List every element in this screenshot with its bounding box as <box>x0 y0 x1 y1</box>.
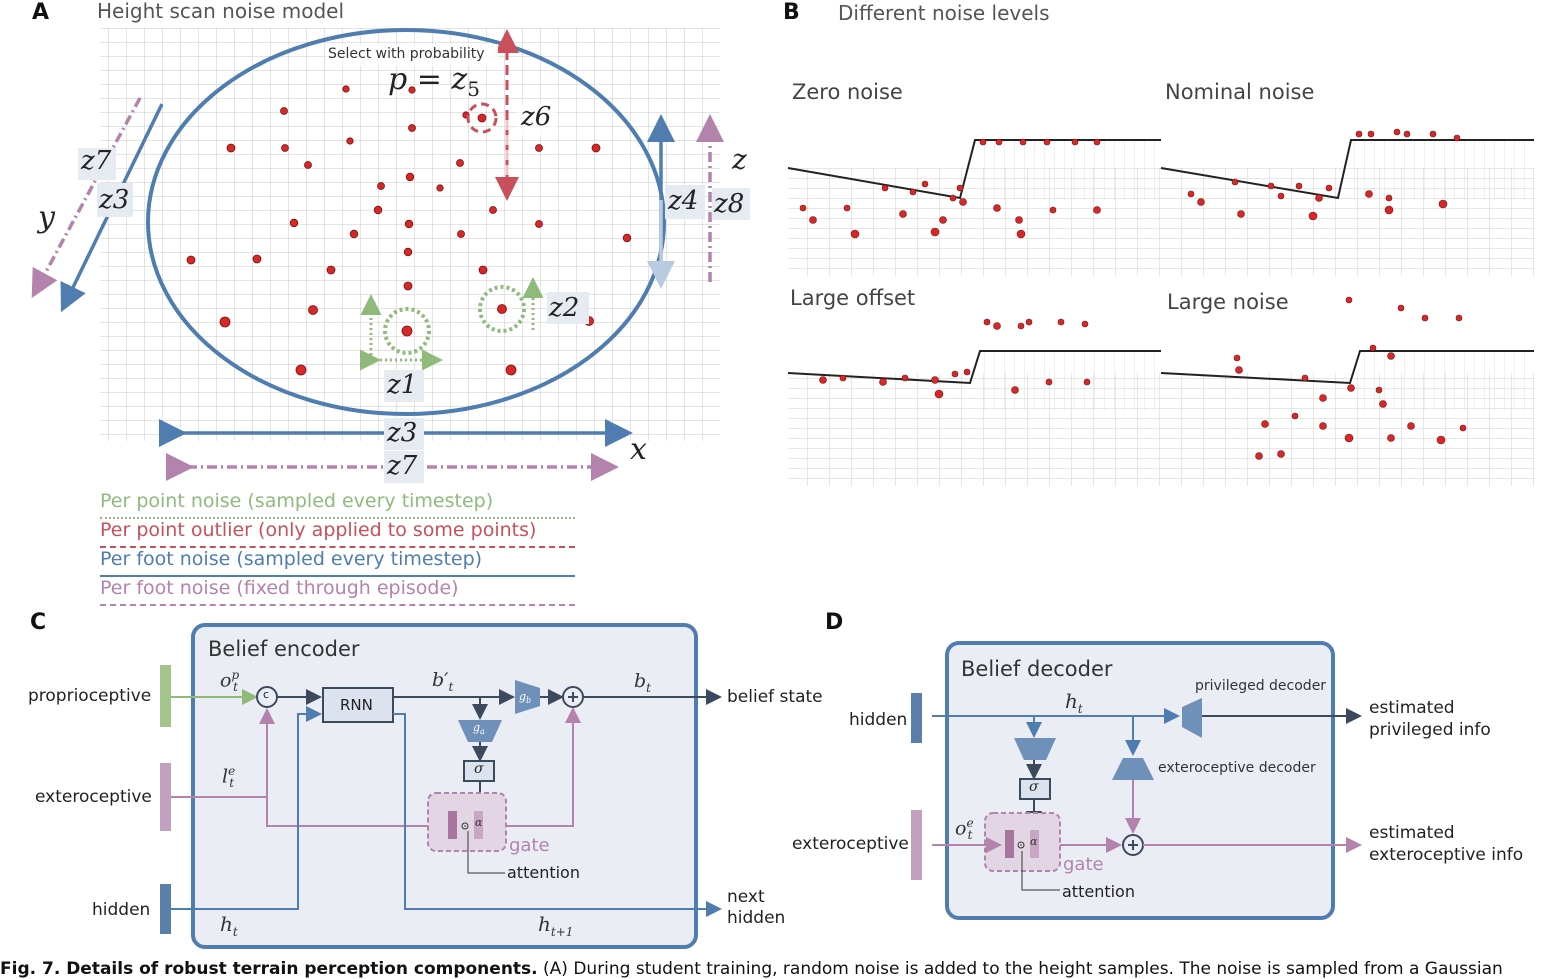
decoder-input-exteroceptive: exteroceptive <box>792 834 909 854</box>
h-t1-label: ht+1 <box>538 912 574 939</box>
x-axis-label: x <box>630 432 647 467</box>
p-equals-label: p = z5 <box>388 62 480 101</box>
l-t-e-label: let <box>222 764 236 791</box>
quadrant-large-noise <box>1160 278 1534 486</box>
proprioceptive-bar <box>160 665 171 727</box>
ga-block <box>458 720 502 742</box>
panel-b-points <box>799 128 1467 460</box>
caption-text: (A) During student training, random nois… <box>537 959 1503 979</box>
input-hidden: hidden <box>92 900 151 920</box>
panel-a-figure <box>31 28 750 483</box>
outlier-marker <box>466 102 498 134</box>
decoder-h-t-label: ht <box>1065 689 1083 716</box>
z4-label: z4 <box>668 186 699 216</box>
panel-d-diagram <box>911 641 1362 920</box>
quadrant-zero-noise <box>787 68 1161 276</box>
output-estimated-exteroceptive: estimated exteroceptive info <box>1369 823 1524 865</box>
z1-label: z1 <box>387 370 418 400</box>
ga-label: ga <box>473 721 485 737</box>
z7-left-label: z7 <box>81 146 112 176</box>
decoder-sigma-label: σ <box>1029 779 1039 795</box>
decoder-gate-encoder <box>1014 738 1056 760</box>
quadrant-label-large-offset: Large offset <box>790 286 916 310</box>
exteroceptive-decoder-block <box>1112 758 1154 780</box>
quadrant-label-zero-noise: Zero noise <box>792 80 903 104</box>
point-noise-circle-2 <box>478 285 526 333</box>
quadrant-nominal-noise <box>1160 68 1534 276</box>
z3-left-label: z3 <box>99 185 130 215</box>
select-probability-text: Select with probability <box>328 46 485 62</box>
foot-ellipse <box>146 28 666 416</box>
legend-item-foot-noise-episode: Per foot noise (fixed through episode) <box>100 577 575 606</box>
panel-a-letter: A <box>32 0 50 25</box>
decoder-gate-label: gate <box>1063 854 1104 875</box>
concat-label: c <box>263 688 270 701</box>
gate-box <box>427 792 507 852</box>
input-proprioceptive: proprioceptive <box>28 686 152 706</box>
attention-label: attention <box>507 863 580 882</box>
decoder-input-hidden: hidden <box>849 710 908 730</box>
z8-label: z8 <box>714 189 745 219</box>
exteroceptive-decoder-label: exteroceptive decoder <box>1158 760 1316 776</box>
rnn-block[interactable] <box>322 687 394 723</box>
z3-bottom-label: z3 <box>387 418 418 448</box>
z-axis-label: z <box>732 143 747 176</box>
output-next-hidden: next hidden <box>727 887 786 928</box>
decoder-o-t-e-label: oet <box>955 816 974 843</box>
height-sample-points <box>186 85 632 376</box>
panel-d-letter: D <box>825 610 844 635</box>
caption-bold: Fig. 7. Details of robust terrain percep… <box>0 959 538 979</box>
decoder-alpha-label: α <box>1030 835 1038 848</box>
rnn-label: RNN <box>340 696 373 714</box>
alpha-label: α <box>475 816 483 829</box>
gb-block <box>515 680 540 714</box>
hidden-bar <box>160 884 171 934</box>
o-t-p-label: opt <box>220 668 240 695</box>
privileged-decoder-block <box>1182 698 1202 738</box>
panel-b-title: Different noise levels <box>838 1 1050 25</box>
z6-label: z6 <box>521 102 552 132</box>
quadrant-label-large-noise: Large noise <box>1167 290 1289 314</box>
b-t-prime-label: b′t <box>432 669 454 694</box>
decoder-attention-label: attention <box>1062 882 1135 901</box>
output-estimated-privileged: estimated privileged info <box>1369 698 1491 740</box>
point-noise-circle-1 <box>383 307 431 355</box>
belief-decoder-title: Belief decoder <box>961 657 1113 681</box>
exteroceptive-bar <box>160 763 171 831</box>
privileged-decoder-label: privileged decoder <box>1195 678 1327 694</box>
figure-caption: Fig. 7. Details of robust terrain percep… <box>0 959 1503 979</box>
panel-a-title: Height scan noise model <box>97 0 345 23</box>
y-axis-label: y <box>38 200 55 235</box>
h-t-label: ht <box>220 912 238 939</box>
output-belief-state: belief state <box>727 687 823 707</box>
panel-b-figure <box>787 68 1534 486</box>
z2-label: z2 <box>549 293 580 323</box>
decoder-hidden-bar <box>911 693 922 743</box>
panel-c-letter: C <box>30 610 47 635</box>
panel-b-letter: B <box>783 0 800 25</box>
quadrant-label-nominal-noise: Nominal noise <box>1165 80 1315 104</box>
input-exteroceptive: exteroceptive <box>35 787 152 807</box>
legend-item-point-outlier: Per point outlier (only applied to some … <box>100 519 575 548</box>
legend-item-point-noise: Per point noise (sampled every timestep) <box>100 490 575 519</box>
y-foot-arrow-fixed <box>31 97 142 299</box>
gb-label: gb <box>519 690 532 706</box>
legend-item-foot-noise-step: Per foot noise (sampled every timestep) <box>100 548 575 577</box>
decoder-exteroceptive-bar <box>911 810 922 880</box>
b-t-label: bt <box>634 670 651 695</box>
sigma-label: σ <box>474 761 484 777</box>
panel-a-legend: Per point noise (sampled every timestep)… <box>100 490 580 606</box>
belief-encoder-title: Belief encoder <box>208 637 360 661</box>
gate-label: gate <box>509 835 550 856</box>
panel-c-diagram <box>160 623 722 949</box>
z7-bottom-label: z7 <box>387 451 418 481</box>
quadrant-large-offset <box>787 278 1161 486</box>
